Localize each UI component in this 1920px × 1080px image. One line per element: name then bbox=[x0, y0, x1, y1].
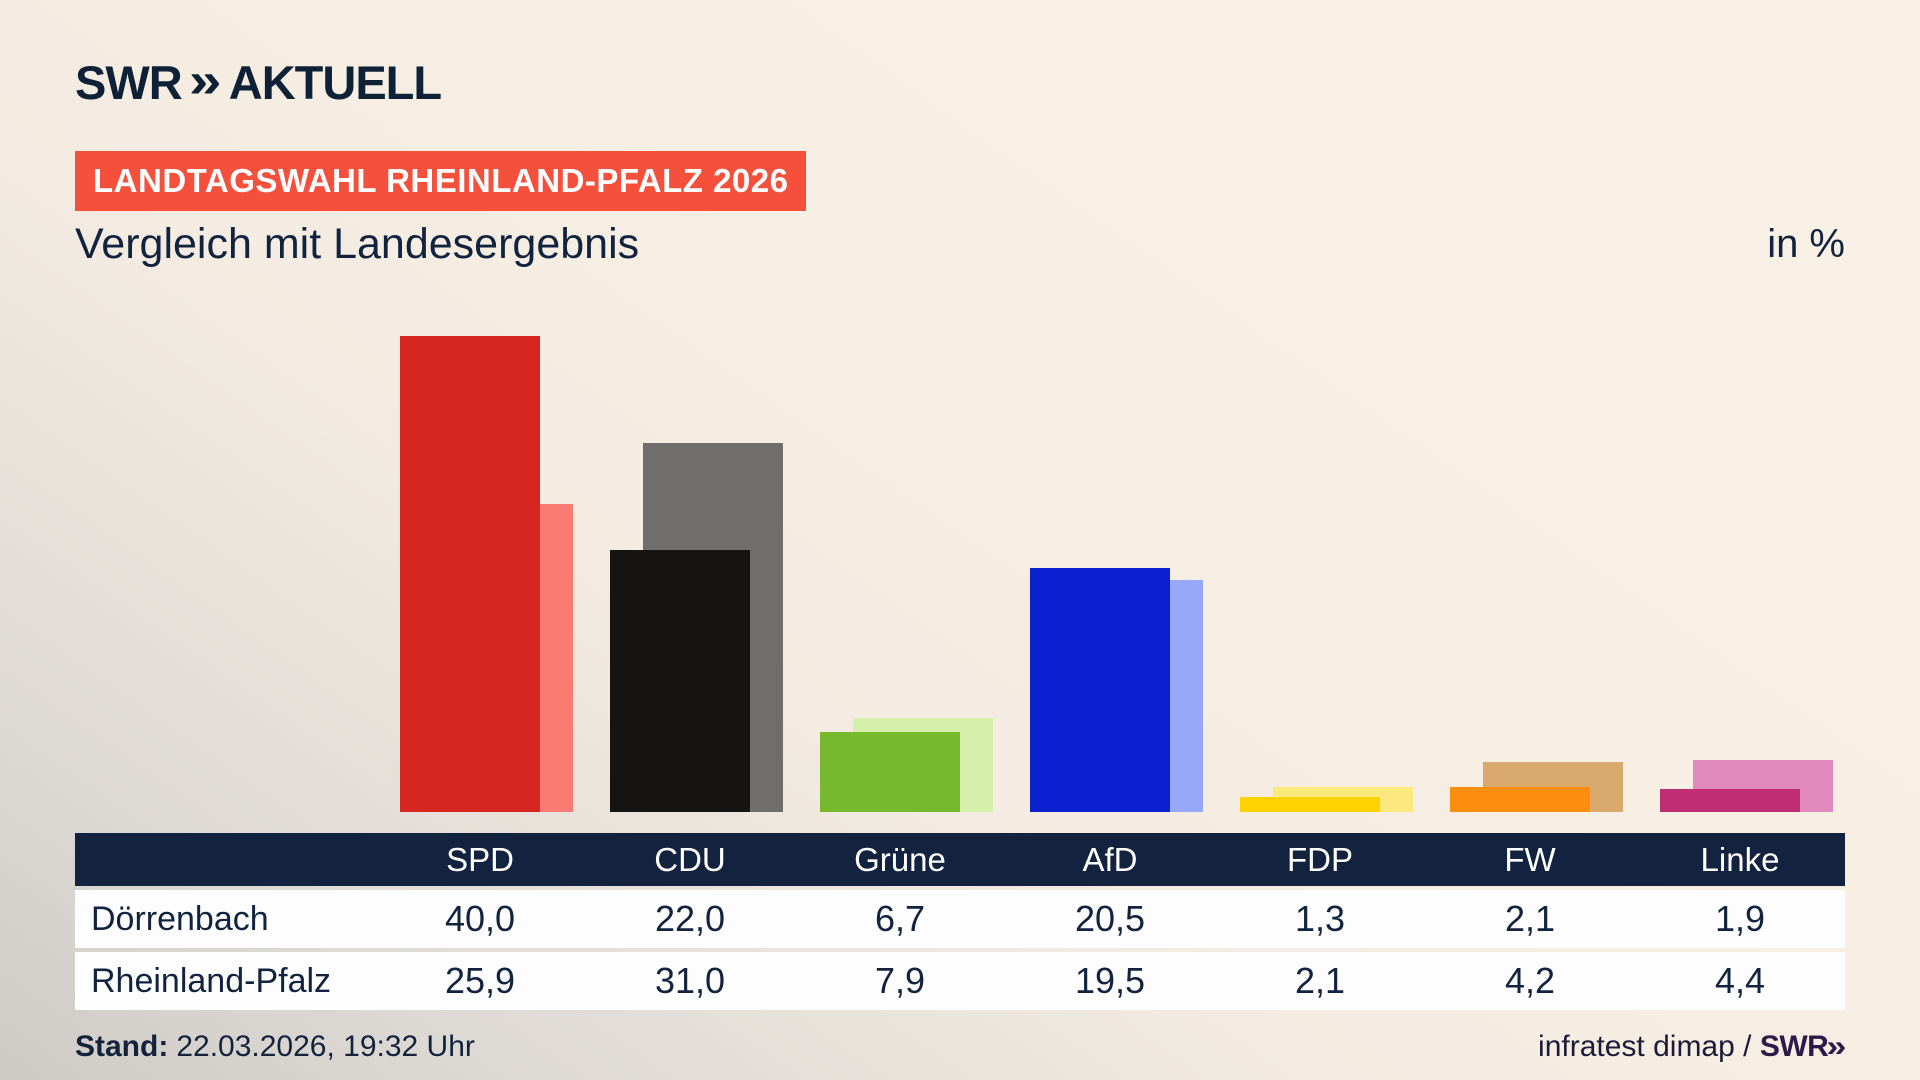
credit-text: infratest dimap / bbox=[1538, 1030, 1760, 1063]
cell-rheinland-pfalz-gr-ne: 7,9 bbox=[874, 960, 926, 1001]
table-header-row: SPD CDU Grüne AfD FDP FW Linke bbox=[75, 833, 1845, 886]
cell-rheinland-pfalz-fdp: 2,1 bbox=[1294, 960, 1346, 1001]
cell-rheinland-pfalz-cdu: 31,0 bbox=[654, 960, 726, 1001]
table-header-cdu: CDU bbox=[654, 840, 726, 878]
credit-swr-logo: SWR bbox=[1759, 1030, 1829, 1063]
bar-d-rrenbach-cdu bbox=[610, 550, 750, 812]
timestamp: Stand: 22.03.2026, 19:32 Uhr bbox=[75, 1030, 475, 1064]
table-row: Rheinland-Pfalz 25,9 31,0 7,9 19,5 2,1 4,2 4,4 bbox=[75, 952, 1845, 1010]
cell-rheinland-pfalz-linke: 4,4 bbox=[1714, 960, 1766, 1001]
cell-d-rrenbach-afd: 20,5 bbox=[1074, 898, 1146, 939]
results-table: SPD CDU Grüne AfD FDP FW Linke Dörrenbach 40,0 2… bbox=[75, 833, 1845, 1010]
election-badge: LANDTAGSWAHL RHEINLAND-PFALZ 2026 bbox=[75, 151, 807, 211]
bar-d-rrenbach-gr-ne bbox=[820, 732, 960, 812]
cell-d-rrenbach-cdu: 22,0 bbox=[654, 898, 726, 939]
stand-label: Stand: bbox=[75, 1030, 169, 1063]
cell-rheinland-pfalz-fw: 4,2 bbox=[1504, 960, 1556, 1001]
cell-d-rrenbach-gr-ne: 6,7 bbox=[874, 898, 926, 939]
aktuell-logo-text: AKTUELL bbox=[228, 56, 442, 109]
table-row: Dörrenbach 40,0 22,0 6,7 20,5 1,3 2,1 1,9 bbox=[75, 890, 1845, 948]
source-credit: infratest dimap / SWR» bbox=[1538, 1030, 1847, 1064]
cell-rheinland-pfalz-afd: 19,5 bbox=[1074, 960, 1146, 1001]
bar-d-rrenbach-spd bbox=[400, 336, 540, 812]
cell-d-rrenbach-fw: 2,1 bbox=[1504, 898, 1556, 939]
table-header-spd: SPD bbox=[446, 840, 514, 878]
cell-d-rrenbach-spd: 40,0 bbox=[444, 898, 516, 939]
cell-rheinland-pfalz-spd: 25,9 bbox=[444, 960, 516, 1001]
bar-d-rrenbach-fdp bbox=[1240, 797, 1380, 812]
stand-value: 22.03.2026, 19:32 Uhr bbox=[176, 1030, 475, 1063]
table-header-afd: AfD bbox=[1082, 840, 1138, 878]
swr-aktuell-logo: SWR» AKTUELL bbox=[75, 51, 442, 113]
row-label-rheinland-pfalz: Rheinland-Pfalz bbox=[91, 961, 332, 1000]
row-label-d-rrenbach: Dörrenbach bbox=[91, 899, 269, 938]
table-header-gr-ne: Grüne bbox=[854, 840, 946, 878]
swr-chevron-icon: » bbox=[188, 51, 222, 108]
bar-d-rrenbach-afd bbox=[1030, 568, 1170, 812]
unit-label: in % bbox=[1767, 222, 1845, 266]
bar-d-rrenbach-fw bbox=[1450, 787, 1590, 812]
cell-d-rrenbach-fdp: 1,3 bbox=[1294, 898, 1346, 939]
bar-d-rrenbach-linke bbox=[1660, 789, 1800, 812]
cell-d-rrenbach-linke: 1,9 bbox=[1714, 898, 1766, 939]
chart-title: Vergleich mit Landesergebnis bbox=[75, 220, 640, 268]
swr-logo-text: SWR bbox=[75, 56, 183, 109]
table-header-fdp: FDP bbox=[1287, 840, 1353, 878]
credit-swr-chevron-icon: » bbox=[1826, 1030, 1847, 1063]
table-header-fw: FW bbox=[1504, 840, 1556, 878]
table-header-linke: Linke bbox=[1700, 840, 1780, 878]
